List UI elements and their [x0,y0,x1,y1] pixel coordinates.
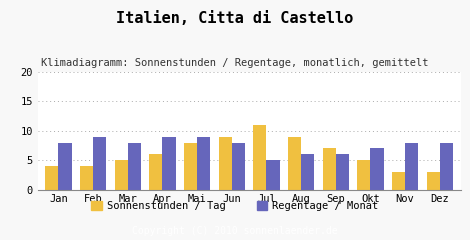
Bar [219,137,232,190]
Bar [93,137,106,190]
Bar [149,154,163,190]
Bar [163,137,176,190]
Bar [128,143,141,190]
Text: Klimadiagramm: Sonnenstunden / Regentage, monatlich, gemittelt: Klimadiagramm: Sonnenstunden / Regentage… [41,58,429,68]
Bar [427,172,440,190]
Bar [370,148,384,190]
Bar [392,172,405,190]
Bar [336,154,349,190]
Bar [58,143,71,190]
Bar [253,125,266,190]
Bar [288,137,301,190]
Bar [440,143,453,190]
Bar [184,143,197,190]
Bar [197,137,210,190]
Bar [45,166,58,190]
Bar [115,160,128,190]
Bar [405,143,418,190]
Text: Copyright (C) 2010 sonnenlaender.de: Copyright (C) 2010 sonnenlaender.de [132,226,338,236]
Legend: Sonnenstunden / Tag, Regentage / Monat: Sonnenstunden / Tag, Regentage / Monat [91,201,379,211]
Bar [357,160,370,190]
Bar [322,148,336,190]
Text: Italien, Citta di Castello: Italien, Citta di Castello [117,11,353,26]
Bar [232,143,245,190]
Bar [301,154,314,190]
Bar [80,166,93,190]
Bar [266,160,280,190]
